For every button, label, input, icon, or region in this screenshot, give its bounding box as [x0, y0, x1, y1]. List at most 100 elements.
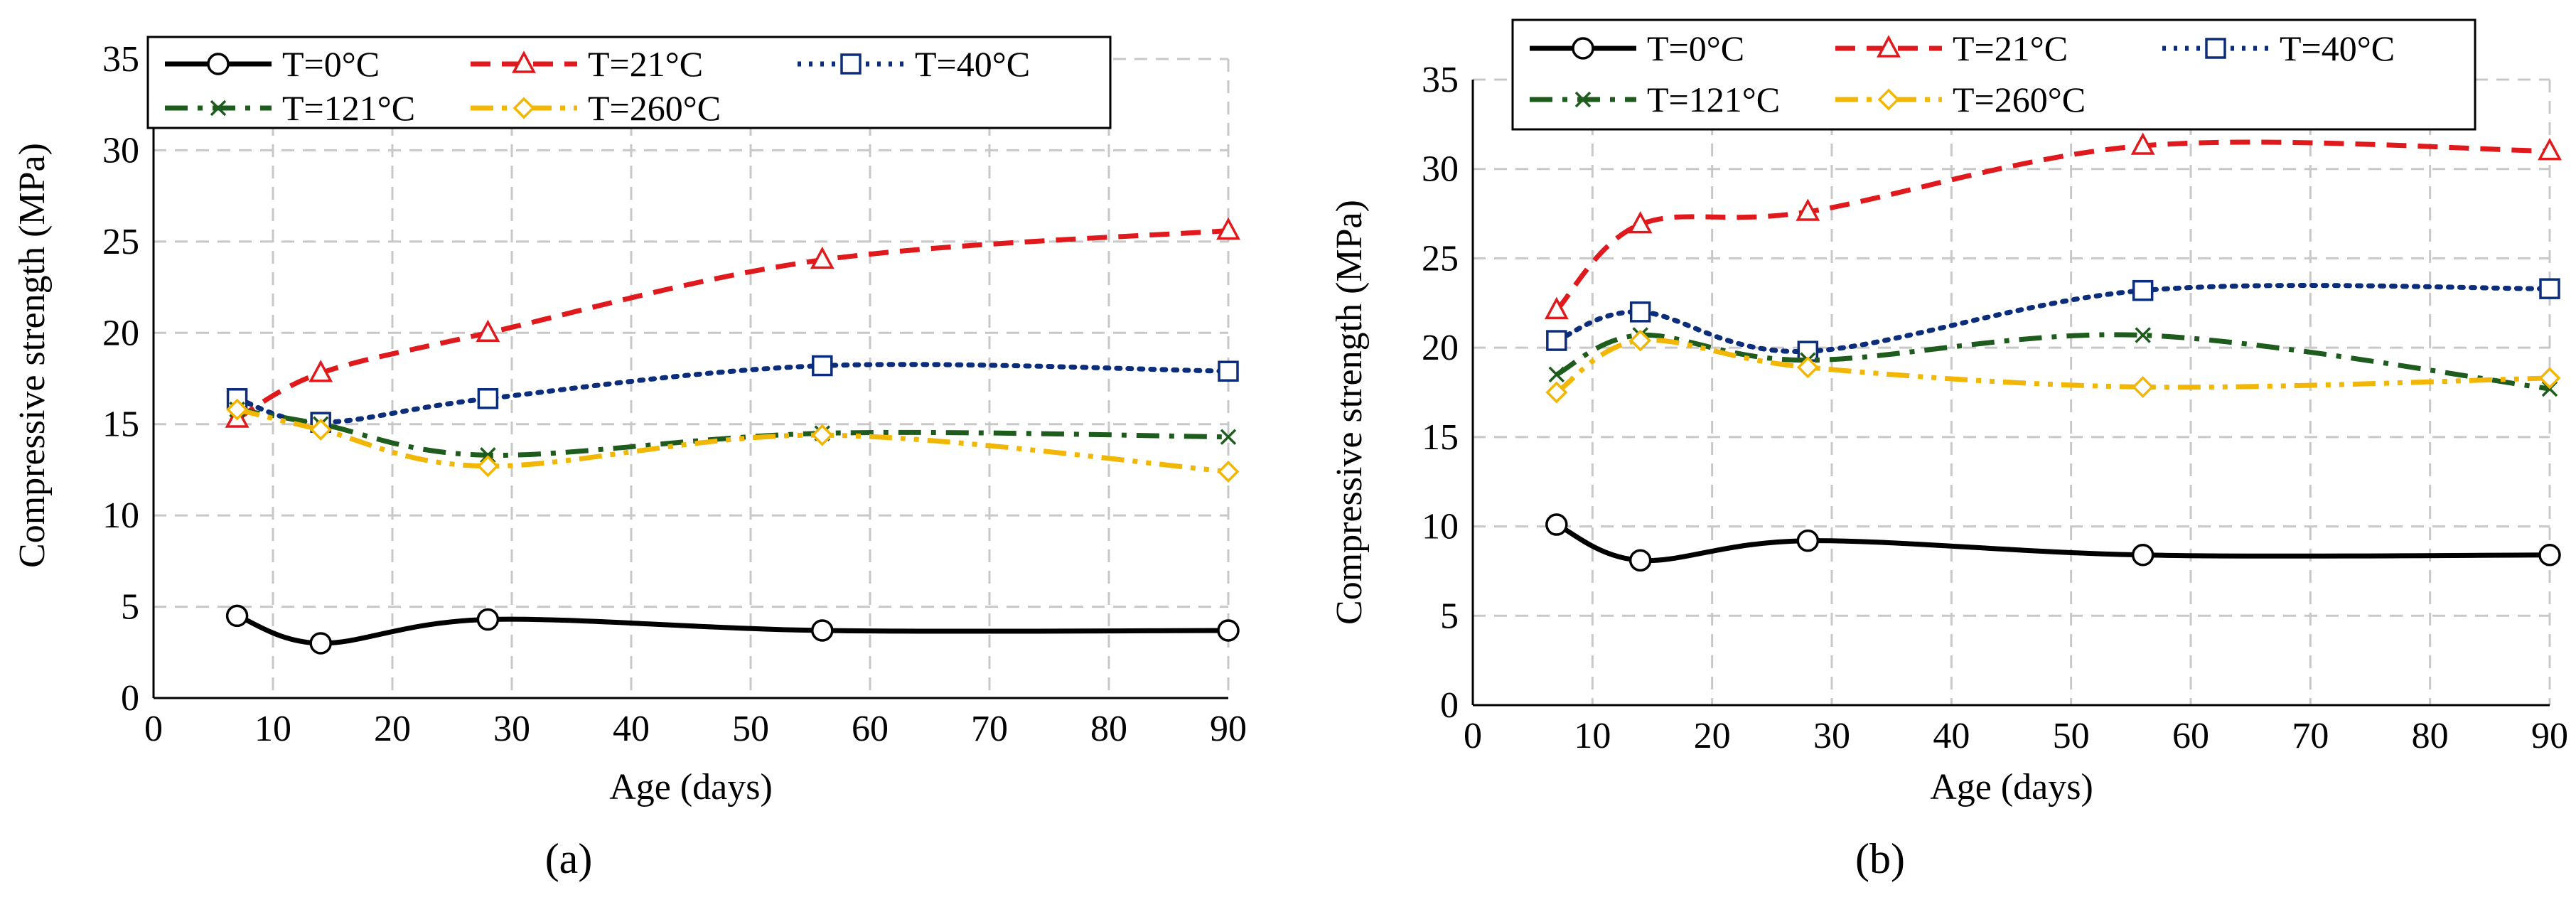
- series-a-3: [229, 401, 1237, 463]
- series-line-b-0: [1555, 522, 2550, 564]
- y-tick-label: 30: [102, 130, 139, 171]
- x-tick-label: 50: [2053, 716, 2090, 756]
- legend-entry-a-2: T=40°C: [798, 44, 1030, 84]
- series-b-4: [1545, 329, 2561, 404]
- data-point-b-4-4: [2538, 367, 2561, 390]
- legend-swatch-marker: [512, 50, 536, 73]
- legend-entry-a-1: T=21°C: [471, 44, 703, 84]
- series-layer-b: [1544, 132, 2562, 572]
- data-point-a-4-1: [309, 418, 332, 441]
- x-tick-label: 70: [971, 709, 1008, 749]
- y-tick-label: 35: [102, 39, 139, 80]
- x-tick-label: 80: [2412, 716, 2449, 756]
- data-point-a-2-2: [477, 388, 499, 409]
- data-point-a-1-4: [1216, 217, 1240, 240]
- data-point-a-0-3: [811, 619, 834, 642]
- data-point-a-0-4: [1217, 619, 1240, 642]
- x-tick-label: 10: [254, 709, 291, 749]
- data-point-a-4-3: [811, 424, 834, 446]
- x-tick-label: 60: [852, 709, 889, 749]
- legend-swatch-marker: [2205, 38, 2226, 59]
- x-axis-title-a: Age (days): [609, 767, 773, 807]
- series-b-0: [1545, 513, 2561, 572]
- data-point-a-4-0: [226, 398, 249, 421]
- data-point-a-1-3: [810, 246, 834, 269]
- x-tick-label: 30: [493, 709, 530, 749]
- data-point-a-4-2: [476, 455, 499, 478]
- legend-label: T=40°C: [915, 44, 1030, 84]
- data-point-b-1-0: [1544, 296, 1569, 320]
- legend-entry-b-1: T=21°C: [1835, 28, 2068, 68]
- y-axis-title-a: Compressive strength (MPa): [12, 143, 53, 568]
- data-point-b-0-0: [1545, 513, 1568, 536]
- x-tick-label: 60: [2172, 716, 2209, 756]
- data-point-b-4-0: [1545, 381, 1568, 404]
- data-point-b-3-0: [1548, 366, 1565, 383]
- data-point-b-2-4: [2539, 278, 2560, 299]
- axes-a: [152, 59, 1228, 699]
- x-tick-label: 10: [1574, 716, 1611, 756]
- chart-panel-b: 0 10 20 30 40 50 60 70 80 90 0 5 10 15 20 25 30 35 Age (d…: [1329, 18, 2568, 882]
- legend-swatch-marker: [512, 97, 535, 119]
- data-point-b-0-3: [2131, 544, 2154, 567]
- data-point-b-0-4: [2538, 544, 2561, 567]
- legend-a: T=0°C T=21°C T=40°C T=121°C T=260°C: [146, 36, 1112, 129]
- y-tick-label: 15: [102, 404, 139, 445]
- legend-entry-a-4: T=260°C: [471, 88, 721, 128]
- series-layer-a: [225, 217, 1240, 655]
- legend-entry-b-4: T=260°C: [1835, 80, 2086, 119]
- legend-box: [146, 36, 1112, 129]
- y-tick-label: 15: [1422, 417, 1459, 458]
- data-point-b-1-4: [2538, 137, 2562, 161]
- data-point-b-0-1: [1628, 549, 1652, 572]
- legend-label: T=121°C: [1647, 80, 1780, 119]
- data-point-b-1-1: [1628, 210, 1653, 234]
- x-tick-label: 40: [613, 709, 650, 749]
- x-tick-label: 80: [1090, 709, 1127, 749]
- series-line-a-3: [236, 407, 1229, 458]
- legend-entry-b-2: T=40°C: [2162, 28, 2395, 68]
- series-b-2: [1546, 278, 2560, 362]
- data-point-a-0-0: [225, 604, 249, 628]
- y-tick-label: 25: [102, 222, 139, 262]
- x-tick-label: 0: [1464, 716, 1482, 756]
- x-tick-label: 20: [1694, 716, 1731, 756]
- series-a-0: [225, 604, 1240, 655]
- data-point-a-2-4: [1218, 360, 1239, 382]
- data-point-a-4-4: [1217, 461, 1240, 483]
- y-tick-label: 20: [1422, 328, 1459, 368]
- legend-box: [1511, 18, 2476, 131]
- series-b-3: [1548, 327, 2558, 397]
- data-point-a-0-1: [309, 632, 332, 655]
- panel-label-a: (a): [545, 835, 593, 882]
- series-b-1: [1544, 132, 2562, 320]
- data-point-a-1-1: [308, 360, 333, 382]
- data-point-b-4-1: [1629, 329, 1652, 352]
- tick-labels-b: 0 10 20 30 40 50 60 70 80 90 0 5 10 15 20 25 30 35: [1422, 60, 2568, 756]
- data-point-a-1-2: [476, 319, 500, 343]
- x-tick-label: 40: [1933, 716, 1970, 756]
- data-point-b-1-2: [1796, 198, 1820, 221]
- legend-swatch-marker: [1574, 91, 1592, 108]
- series-line-a-1: [235, 227, 1229, 422]
- series-line-b-1: [1555, 139, 2550, 312]
- legend-entry-b-0: T=0°C: [1530, 28, 1744, 68]
- y-tick-label: 35: [1422, 60, 1459, 100]
- legend-label: T=121°C: [282, 88, 415, 128]
- legend-swatch-marker: [210, 100, 227, 117]
- series-a-4: [226, 398, 1240, 483]
- legend-swatch-marker: [840, 53, 862, 75]
- x-tick-label: 90: [1210, 709, 1247, 749]
- legend-entry-b-3: T=121°C: [1530, 80, 1780, 119]
- series-line-a-4: [236, 407, 1229, 474]
- data-point-b-0-2: [1796, 529, 1820, 552]
- legend-label: T=0°C: [282, 44, 380, 84]
- series-a-1: [225, 217, 1240, 428]
- series-line-a-2: [235, 362, 1231, 425]
- y-tick-label: 5: [1440, 596, 1459, 636]
- x-tick-label: 0: [144, 709, 163, 749]
- chart-panel-a: 0 10 20 30 40 50 60 70 80 90 0 5 10 15 20 25 30 35 Age (d…: [12, 36, 1247, 882]
- y-tick-label: 30: [1422, 149, 1459, 190]
- axes-b: [1471, 80, 2550, 707]
